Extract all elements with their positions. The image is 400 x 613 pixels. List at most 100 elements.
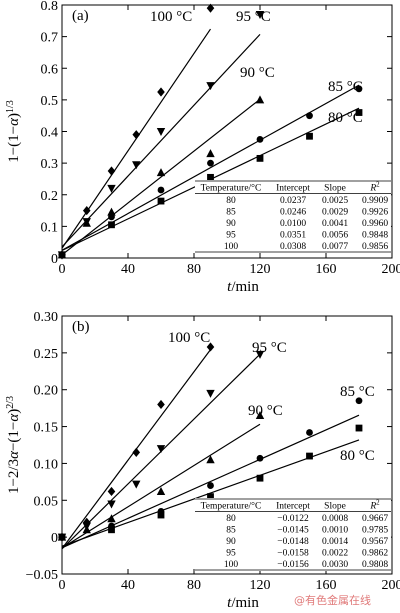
panel-b-table-cell: 0.0010 [322, 526, 348, 536]
panel-a-data-point [206, 3, 215, 13]
panel-b-x-axis-title: t/min [227, 595, 259, 611]
panel-b-table-cell: 100 [224, 560, 239, 570]
panel-b-fit-table: Temperature/°C Intercept Slope R2 80 −0.0122 0… [195, 498, 391, 571]
panel-a-data-point [58, 250, 66, 260]
panel-b-y-tick-label: −0.05 [26, 568, 58, 583]
panel-a-x-tick-label: 160 [316, 262, 337, 277]
panel-a-data-point [306, 132, 313, 140]
panel-b-table-bg [195, 498, 391, 571]
panel-a-data-point [107, 207, 116, 216]
panel-b-table-header: Slope [324, 502, 346, 512]
panel-a-x-tick-label: 200 [382, 262, 400, 277]
panel-a-data-point [156, 128, 166, 136]
panel-a-series-label: 100 °C [150, 9, 192, 25]
panel-a-table-cell: 0.0100 [280, 219, 306, 229]
panel-a-table-cell: 85 [226, 208, 236, 218]
panel-b-chart: 0 40 80 120 160 200−0.0500.050.100.150.200.25… [5, 310, 400, 611]
panel-b-series-triangle-down: 95 °C [57, 340, 287, 550]
panel-b-table-cell: 0.0022 [322, 549, 348, 559]
panel-a-table-cell: 0.9848 [362, 231, 388, 241]
panel-b-label: (b) [72, 319, 90, 335]
panel-b-table-cell: 0.0014 [322, 537, 348, 547]
panel-b-data-point [107, 486, 116, 497]
panel-b-y-tick-label: 0.15 [34, 421, 59, 436]
panel-a-series-diamond: 100 °C [58, 3, 215, 260]
panel-b-series-label: 100 °C [168, 330, 210, 346]
panel-b-y-tick-label: 0.25 [34, 347, 59, 362]
panel-b-plot-frame [61, 315, 393, 575]
panel-b-data-point [157, 511, 165, 519]
panel-b-data-point [255, 411, 265, 420]
panel-b-fit-line [61, 423, 261, 549]
panel-b-series-diamond: 100 °C [58, 330, 215, 550]
panel-a-x-tick-label: 40 [121, 262, 135, 277]
panel-b-table-cell: 85 [226, 526, 236, 536]
panel-a-data-point [156, 168, 166, 177]
panel-a-table-cell: 0.9926 [362, 208, 388, 218]
panel-b-series-label: 90 °C [248, 403, 283, 419]
panel-a-table-bg [195, 180, 391, 253]
panel-b-data-point [132, 480, 141, 489]
panel-a-y-tick-label: 0.3 [41, 157, 59, 172]
panel-b-y-tick-label: 0.30 [34, 310, 59, 325]
panel-a-y-tick-label: 0.5 [41, 94, 59, 109]
panel-a-data-point [108, 221, 115, 229]
panel-a-table-cell: 0.0056 [322, 231, 348, 241]
panel-b-table-cell: 0.0030 [322, 560, 348, 570]
panel-b-data-point [157, 399, 165, 410]
panel-b-series-label: 80 °C [340, 448, 375, 464]
panel-a-data-point [355, 109, 363, 116]
panel-b-data-point [256, 474, 264, 482]
panel-a-x-tick-label: 80 [187, 262, 201, 277]
panel-a-table-cell: 0.0237 [280, 196, 306, 206]
panel-b-data-point [108, 526, 115, 534]
panel-b-x-tick-label: 80 [187, 578, 201, 593]
panel-a-y-tick-label: 0 [51, 252, 58, 267]
panel-a-table-cell: 90 [226, 219, 236, 229]
panel-a-data-point [306, 112, 313, 120]
panel-b-y-tick-label: 0.10 [34, 457, 59, 472]
panel-b-data-point [206, 389, 215, 398]
panel-b-y-tick-label: 0.20 [34, 384, 59, 399]
panel-b-x-tick-label: 120 [250, 578, 271, 593]
panel-a-data-point [206, 82, 215, 91]
panel-b-x-tick-label: 200 [382, 578, 400, 593]
panel-a-table-cell: 0.9960 [362, 219, 388, 229]
panel-a-data-point [256, 136, 264, 143]
panel-a-x-tick-label: 120 [250, 262, 271, 277]
panel-b-table-cell: 0.9567 [362, 537, 388, 547]
panel-b-data-point [58, 532, 66, 542]
panel-b-data-point [157, 507, 165, 515]
panel-a-data-point [207, 159, 214, 167]
panel-a-data-point [157, 197, 165, 205]
panel-b-data-point [206, 342, 215, 352]
panel-a-y-tick-label: 0.2 [41, 189, 59, 204]
panel-b-data-point [207, 482, 214, 489]
panel-b-y-tick-label: 0.05 [34, 494, 59, 509]
panel-b-table-cell: 0.9785 [362, 526, 388, 536]
panel-b-x-tick-label: 0 [59, 578, 66, 593]
panel-b-x-tick-label: 160 [316, 578, 337, 593]
panel-a-data-point [82, 205, 91, 216]
panel-b-series-label: 85 °C [340, 384, 375, 400]
panel-a-data-point [355, 85, 363, 93]
panel-b-data-point [156, 486, 166, 495]
panel-a-label: (a) [72, 8, 89, 24]
panel-a-data-point [206, 149, 215, 158]
panel-a-table-cell: 0.9856 [362, 242, 388, 252]
panel-b-table-cell: −0.0156 [277, 560, 309, 570]
panel-a-table-cell: 0.0308 [280, 242, 306, 252]
panel-b-table-cell: 0.9667 [362, 514, 388, 524]
panel-b-data-point [306, 452, 313, 460]
panel-b-table-cell: 0.9862 [362, 549, 388, 559]
panel-a-x-axis-title: t/min [227, 279, 259, 295]
panel-b-table-header: Intercept [276, 502, 310, 512]
panel-a-table-cell: 100 [224, 242, 239, 252]
panel-a-data-point [207, 173, 214, 181]
panel-b-data-point [256, 454, 264, 462]
panel-b-data-point [355, 424, 363, 432]
panel-b-x-tick-label: 40 [121, 578, 135, 593]
panel-a-table-cell: 95 [226, 231, 236, 241]
panel-a-data-point [107, 184, 116, 193]
panel-a-table-cell: 0.0351 [280, 231, 306, 241]
